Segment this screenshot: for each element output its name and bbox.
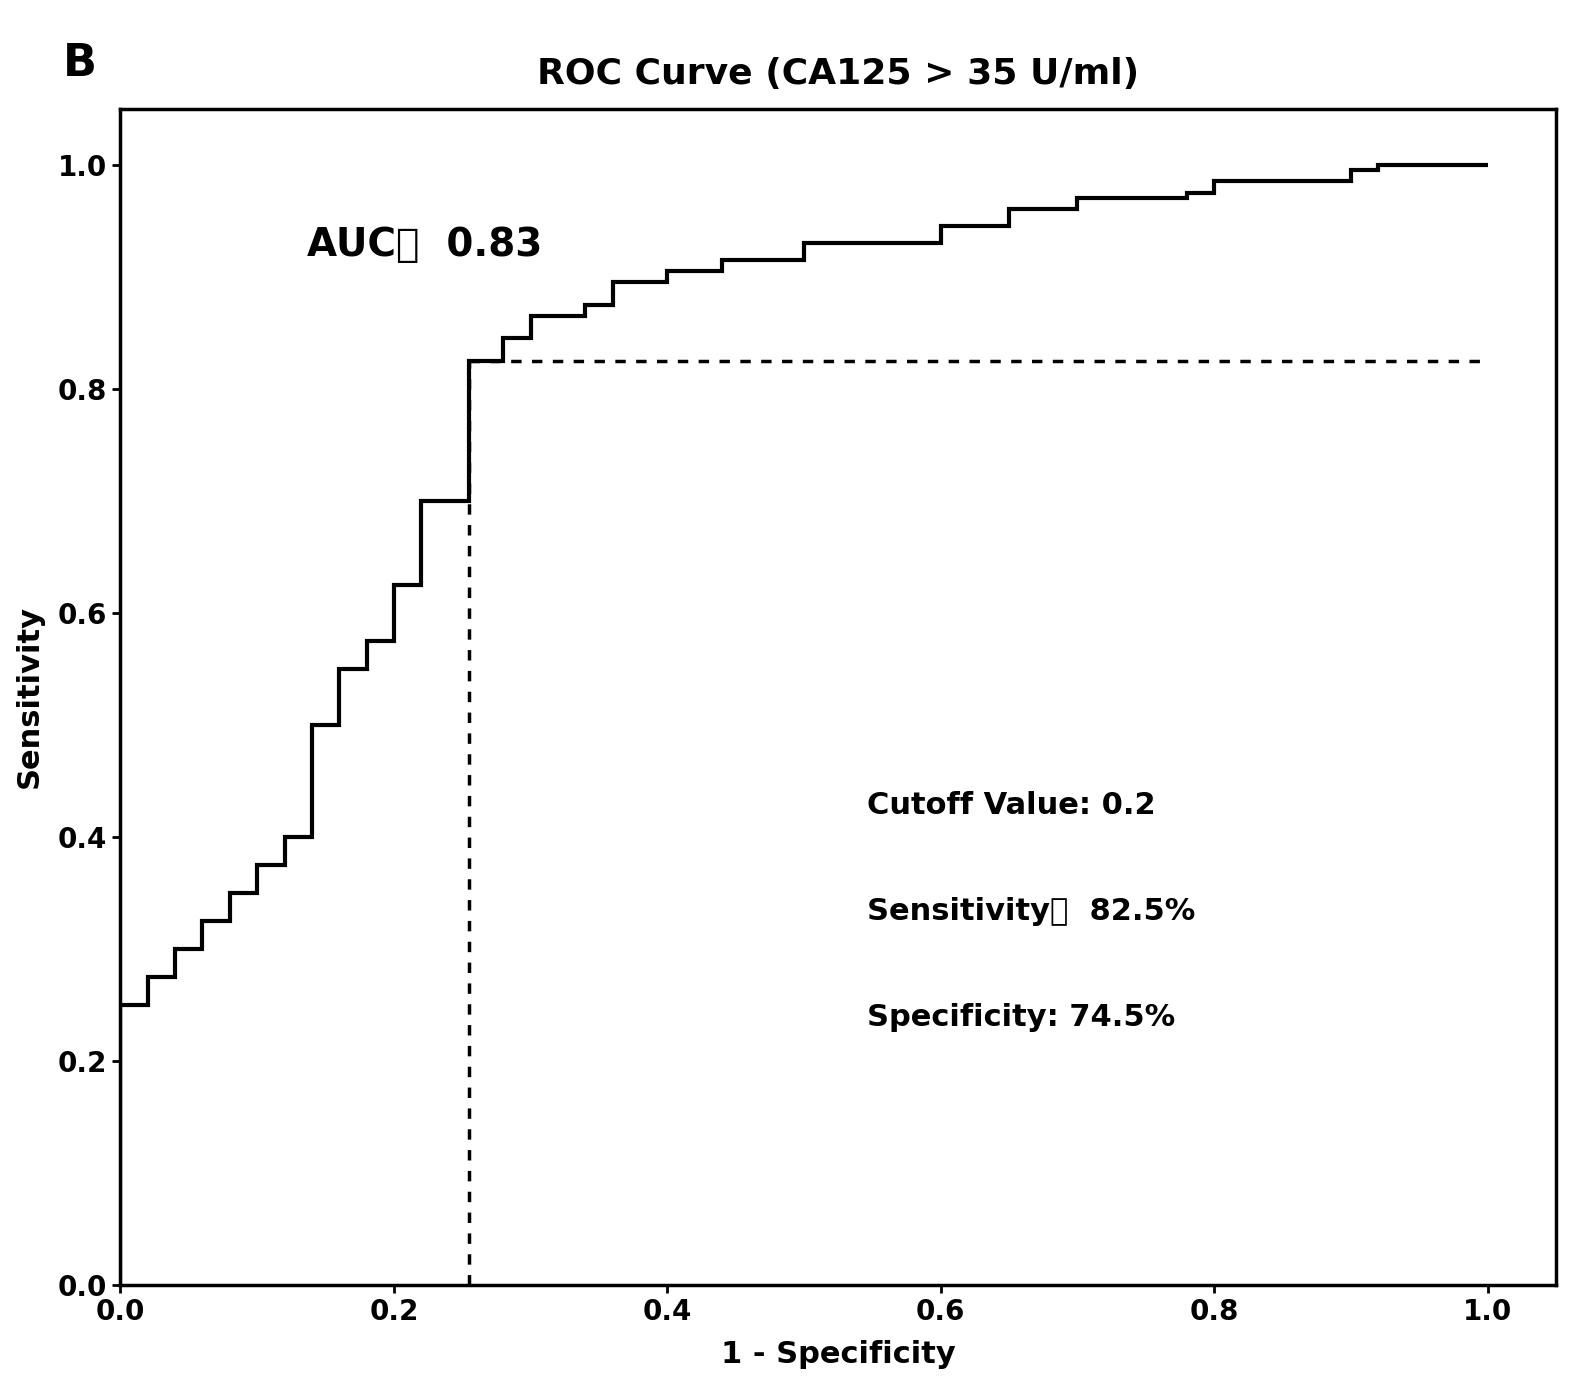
Text: Cutoff Value: 0.2: Cutoff Value: 0.2 [867, 790, 1156, 819]
Text: B: B [63, 42, 97, 84]
Y-axis label: Sensitivity: Sensitivity [16, 605, 44, 789]
Text: Specificity: 74.5%: Specificity: 74.5% [867, 1002, 1175, 1031]
Text: Sensitivity：  82.5%: Sensitivity： 82.5% [867, 897, 1196, 926]
Text: AUC：  0.83: AUC： 0.83 [306, 226, 542, 264]
Title: ROC Curve (CA125 > 35 U/ml): ROC Curve (CA125 > 35 U/ml) [537, 57, 1139, 90]
X-axis label: 1 - Specificity: 1 - Specificity [721, 1340, 955, 1369]
